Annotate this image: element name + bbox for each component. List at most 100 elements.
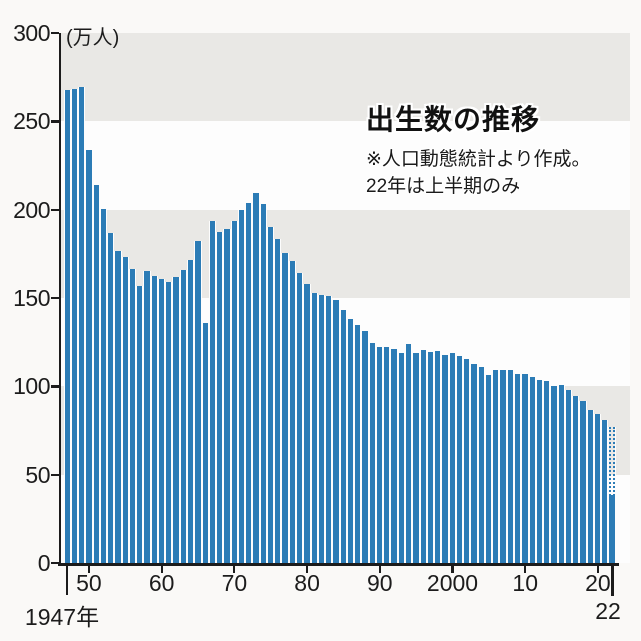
bar-1989: [368, 342, 376, 563]
bar-2016: [564, 390, 573, 563]
bar-2022-dotted-outline: [609, 427, 615, 563]
y-tick-label-50: 50: [25, 461, 50, 488]
y-tick-label-150: 150: [13, 285, 50, 311]
x-tick-2020: [596, 565, 599, 573]
bar-1964: [187, 259, 195, 563]
bar-1957: [136, 286, 144, 563]
bar-2006: [492, 369, 500, 563]
bar-1962: [172, 277, 180, 563]
bar-2002: [463, 359, 471, 563]
bar-1995: [412, 353, 420, 563]
bar-2020: [593, 414, 602, 563]
bar-1954: [114, 250, 122, 563]
chart-note-line1: ※人口動態統計より作成。: [366, 149, 591, 170]
bar-1975: [266, 227, 275, 563]
x-tick-label-1950: 50: [76, 570, 102, 596]
bar-1993: [397, 353, 405, 563]
bar-2021: [601, 419, 609, 563]
bar-2019: [586, 410, 594, 563]
y-tick-label-0: 0: [37, 550, 51, 576]
x-tick-label-1980: 80: [294, 570, 320, 596]
bar-1984: [332, 299, 340, 563]
bar-1973: [252, 193, 260, 563]
bar-1998: [434, 350, 442, 563]
bar-1979: [296, 272, 304, 563]
bar-1953: [107, 233, 115, 563]
x-tick-label-2020: 20: [585, 570, 611, 596]
x-tick-1950: [87, 565, 91, 573]
bar-2001: [455, 356, 464, 563]
bar-1996: [419, 349, 427, 563]
x-tick-1990: [378, 565, 381, 573]
bar-2010: [521, 373, 529, 563]
x-tick-2000: [451, 565, 454, 573]
x-tick-1960: [160, 565, 163, 573]
bar-2008: [506, 370, 514, 563]
bar-1950: [85, 150, 93, 563]
bar-2015: [557, 385, 565, 563]
y-tick-50: [51, 473, 59, 476]
bar-1986: [346, 318, 355, 563]
bar-2018: [579, 400, 587, 563]
y-tick-100: [51, 385, 59, 388]
y-tick-0: [51, 562, 59, 565]
bar-1976: [274, 239, 282, 563]
bar-1970: [230, 221, 238, 563]
bar-1985: [339, 310, 347, 563]
bar-1958: [143, 271, 151, 563]
bar-1994: [404, 344, 413, 563]
bar-1961: [165, 282, 173, 563]
x-tick-1970: [233, 565, 236, 573]
bar-2012: [535, 379, 544, 563]
plot-area: [61, 33, 630, 563]
x-tick-1980: [305, 565, 309, 573]
x-tick-1947: [66, 565, 69, 595]
bar-1955: [121, 257, 129, 563]
bar-1967: [208, 221, 217, 563]
x-tick-label-1990: 90: [366, 570, 393, 596]
bar-1969: [223, 229, 231, 563]
bar-1966: [201, 322, 209, 563]
bar-2022-first-half: [609, 495, 615, 563]
bar-1952: [99, 208, 108, 563]
bar-1987: [354, 325, 362, 563]
bar-2000: [448, 352, 456, 563]
bar-1997: [426, 352, 435, 563]
y-tick-300: [51, 32, 59, 35]
y-tick-label-300: 300: [13, 20, 50, 46]
bar-1974: [259, 204, 267, 563]
bar-1960: [157, 279, 166, 563]
y-tick-150: [51, 297, 59, 300]
x-tick-label-2010: 10: [512, 570, 538, 596]
y-tick-label-250: 250: [13, 108, 50, 135]
title-block: 出生数の推移 ※人口動態統計より作成。 22年は上半期のみ: [366, 98, 626, 200]
bar-1981: [310, 292, 318, 563]
y-axis-unit-label: (万人): [66, 27, 120, 49]
chart-note: ※人口動態統計より作成。 22年は上半期のみ: [366, 146, 626, 200]
x-tick-2022: [611, 565, 614, 596]
bar-1990: [375, 347, 384, 563]
bar-1983: [325, 296, 333, 563]
x-tick-label-1960: 60: [148, 570, 175, 596]
bar-1956: [128, 268, 137, 563]
bar-2017: [572, 395, 580, 563]
bar-2009: [513, 374, 522, 563]
bars-layer: [63, 33, 617, 563]
bar-1982: [317, 295, 326, 563]
x-tick-label-1970: 70: [221, 570, 248, 596]
x-tick-label-2000: 2000: [426, 570, 479, 596]
bar-2022-projected: [608, 427, 616, 563]
y-tick-label-200: 200: [13, 196, 50, 223]
x-axis-first-year-label: 1947年: [24, 604, 100, 630]
background-band-250-300: [61, 33, 630, 122]
bar-1988: [361, 330, 369, 563]
bar-1948: [70, 89, 79, 563]
bar-1972: [245, 202, 253, 563]
bar-1977: [281, 252, 289, 563]
bar-1991: [383, 346, 391, 563]
x-tick-2010: [524, 565, 527, 573]
y-tick-label-100: 100: [13, 373, 50, 400]
chart-title: 出生数の推移: [366, 104, 541, 135]
x-axis-line: [58, 563, 619, 566]
y-tick-200: [51, 208, 59, 211]
